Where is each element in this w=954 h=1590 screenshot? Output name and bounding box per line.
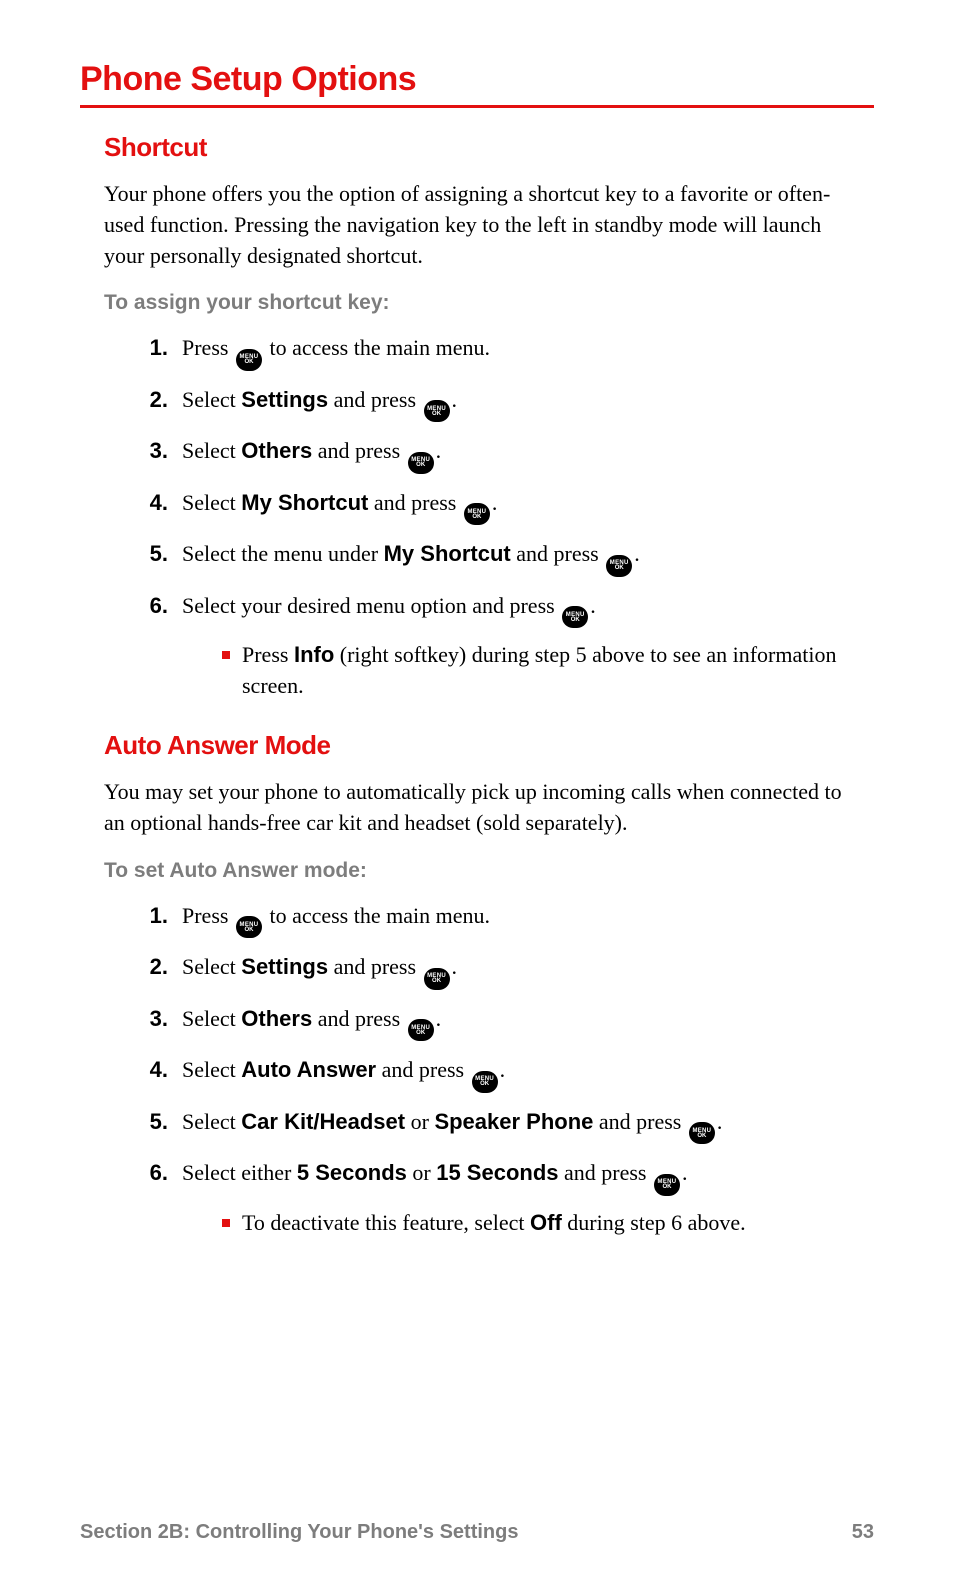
instr-auto: To set Auto Answer mode:: [104, 859, 864, 883]
step-item: 5.Select Car Kit/Headset or Speaker Phon…: [136, 1107, 864, 1145]
step-body: Select Others and press MENUOK.: [182, 436, 864, 474]
step-number: 4.: [136, 488, 182, 519]
footer-page-number: 53: [852, 1521, 874, 1544]
menu-ok-icon: MENUOK: [689, 1122, 715, 1144]
intro-auto: You may set your phone to automatically …: [104, 777, 864, 839]
step-number: 6.: [136, 1158, 182, 1189]
bullet-icon: [222, 651, 230, 659]
bold-term: 15 Seconds: [436, 1160, 558, 1185]
step-item: 4.Select My Shortcut and press MENUOK.: [136, 488, 864, 526]
step-body: Select Settings and press MENUOK.: [182, 952, 864, 990]
page-footer: Section 2B: Controlling Your Phone's Set…: [80, 1521, 874, 1544]
substep-list: Press Info (right softkey) during step 5…: [182, 640, 864, 702]
menu-ok-icon: MENUOK: [654, 1174, 680, 1196]
steps-auto: 1.Press MENUOK to access the main menu.2…: [104, 901, 864, 1239]
instr-shortcut: To assign your shortcut key:: [104, 291, 864, 315]
step-body: Select your desired menu option and pres…: [182, 591, 864, 702]
steps-shortcut: 1.Press MENUOK to access the main menu.2…: [104, 333, 864, 702]
step-number: 4.: [136, 1055, 182, 1086]
step-body: Select My Shortcut and press MENUOK.: [182, 488, 864, 526]
menu-ok-icon: MENUOK: [562, 606, 588, 628]
step-item: 5.Select the menu under My Shortcut and …: [136, 539, 864, 577]
menu-ok-icon: MENUOK: [424, 968, 450, 990]
step-body: Select Car Kit/Headset or Speaker Phone …: [182, 1107, 864, 1145]
bold-term: My Shortcut: [241, 490, 368, 515]
bold-term: Info: [294, 642, 334, 667]
step-body: Select Settings and press MENUOK.: [182, 385, 864, 423]
step-number: 1.: [136, 901, 182, 932]
step-body: Select either 5 Seconds or 15 Seconds an…: [182, 1158, 864, 1238]
step-body: Select Others and press MENUOK.: [182, 1004, 864, 1042]
section-shortcut: Shortcut Your phone offers you the optio…: [80, 132, 874, 702]
substep-list: To deactivate this feature, select Off d…: [182, 1208, 864, 1239]
menu-ok-icon: MENUOK: [424, 400, 450, 422]
step-number: 2.: [136, 385, 182, 416]
intro-shortcut: Your phone offers you the option of assi…: [104, 179, 864, 271]
step-number: 5.: [136, 539, 182, 570]
menu-ok-icon: MENUOK: [408, 452, 434, 474]
step-number: 5.: [136, 1107, 182, 1138]
step-body: Select the menu under My Shortcut and pr…: [182, 539, 864, 577]
step-item: 2.Select Settings and press MENUOK.: [136, 385, 864, 423]
step-item: 6.Select your desired menu option and pr…: [136, 591, 864, 702]
menu-ok-icon: MENUOK: [472, 1071, 498, 1093]
step-item: 4.Select Auto Answer and press MENUOK.: [136, 1055, 864, 1093]
step-item: 1.Press MENUOK to access the main menu.: [136, 901, 864, 939]
menu-ok-icon: MENUOK: [236, 916, 262, 938]
bold-term: Settings: [241, 387, 328, 412]
menu-ok-icon: MENUOK: [464, 503, 490, 525]
step-body: Select Auto Answer and press MENUOK.: [182, 1055, 864, 1093]
bold-term: Off: [530, 1210, 562, 1235]
bold-term: Settings: [241, 954, 328, 979]
bold-term: Others: [241, 1006, 312, 1031]
substep-body: Press Info (right softkey) during step 5…: [242, 640, 864, 702]
menu-ok-icon: MENUOK: [408, 1019, 434, 1041]
step-number: 1.: [136, 333, 182, 364]
page-title: Phone Setup Options: [80, 60, 874, 108]
step-item: 3.Select Others and press MENUOK.: [136, 436, 864, 474]
menu-ok-icon: MENUOK: [236, 349, 262, 371]
step-number: 2.: [136, 952, 182, 983]
step-item: 3.Select Others and press MENUOK.: [136, 1004, 864, 1042]
step-body: Press MENUOK to access the main menu.: [182, 333, 864, 371]
step-number: 3.: [136, 1004, 182, 1035]
substep-body: To deactivate this feature, select Off d…: [242, 1208, 746, 1239]
bold-term: Car Kit/Headset: [241, 1109, 405, 1134]
bold-term: Auto Answer: [241, 1057, 376, 1082]
step-number: 6.: [136, 591, 182, 622]
step-number: 3.: [136, 436, 182, 467]
substep-item: Press Info (right softkey) during step 5…: [222, 640, 864, 702]
bold-term: Others: [241, 438, 312, 463]
step-item: 6.Select either 5 Seconds or 15 Seconds …: [136, 1158, 864, 1238]
subhead-auto: Auto Answer Mode: [104, 730, 864, 761]
step-item: 1.Press MENUOK to access the main menu.: [136, 333, 864, 371]
bold-term: My Shortcut: [384, 541, 511, 566]
footer-section: Section 2B: Controlling Your Phone's Set…: [80, 1521, 519, 1544]
subhead-shortcut: Shortcut: [104, 132, 864, 163]
step-body: Press MENUOK to access the main menu.: [182, 901, 864, 939]
bullet-icon: [222, 1219, 230, 1227]
bold-term: Speaker Phone: [434, 1109, 593, 1134]
section-auto-answer: Auto Answer Mode You may set your phone …: [80, 730, 874, 1238]
menu-ok-icon: MENUOK: [606, 555, 632, 577]
step-item: 2.Select Settings and press MENUOK.: [136, 952, 864, 990]
substep-item: To deactivate this feature, select Off d…: [222, 1208, 864, 1239]
bold-term: 5 Seconds: [297, 1160, 407, 1185]
